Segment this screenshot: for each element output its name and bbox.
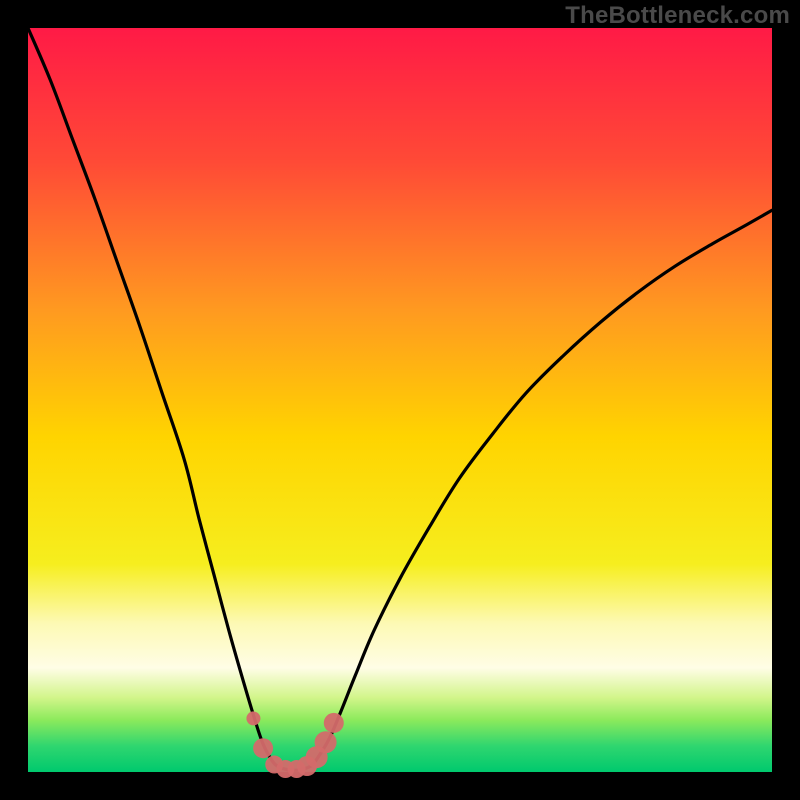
bottleneck-chart <box>0 0 800 800</box>
optimum-marker <box>324 713 344 733</box>
optimum-marker <box>246 711 260 725</box>
optimum-marker <box>253 738 273 758</box>
optimum-marker <box>315 731 337 753</box>
plot-background <box>28 28 772 772</box>
watermark-text: TheBottleneck.com <box>565 2 790 30</box>
